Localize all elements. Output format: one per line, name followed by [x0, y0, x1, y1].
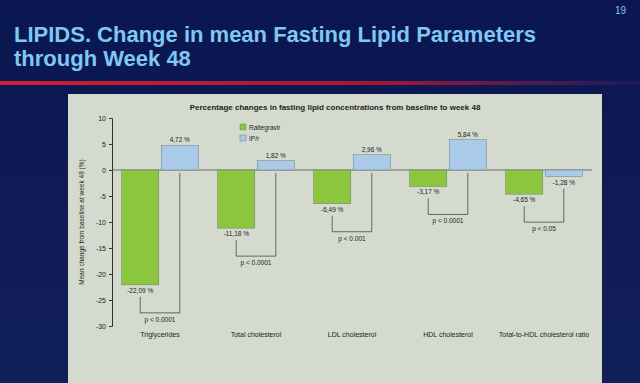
- bar: [353, 155, 390, 170]
- x-axis-line: [113, 326, 593, 327]
- y-tick: -20: [96, 271, 112, 278]
- bracket: [524, 189, 564, 223]
- bar: [545, 170, 582, 177]
- legend-label: Raltegravir: [249, 124, 281, 132]
- p-value: p < 0.0001: [145, 316, 176, 324]
- bar: [122, 170, 159, 285]
- y-tick-label: -15: [96, 245, 106, 252]
- x-tick: HDL cholesterol: [423, 326, 473, 338]
- y-tick: 10: [98, 115, 112, 122]
- y-tick-mark: [109, 118, 112, 119]
- y-tick: -30: [96, 323, 112, 330]
- y-tick-mark: [109, 196, 112, 197]
- y-axis: 10 5 0 -5 -10 -15 -20 -25 -30: [96, 115, 113, 330]
- bar: [314, 170, 351, 204]
- y-tick-mark: [109, 248, 112, 249]
- y-tick-mark: [109, 274, 112, 275]
- data-label: 4,72 %: [170, 136, 190, 143]
- y-tick-label: -30: [96, 323, 106, 330]
- y-tick: 0: [102, 167, 112, 174]
- y-tick: -15: [96, 245, 112, 252]
- y-tick-mark: [109, 300, 112, 301]
- y-tick-label: 0: [102, 167, 106, 174]
- x-tick: LDL cholesterol: [328, 326, 377, 338]
- y-tick-label: -10: [96, 219, 106, 226]
- data-label: 5,84 %: [458, 131, 478, 138]
- bracket: [428, 173, 468, 214]
- x-tick-label: Triglycerides: [140, 331, 180, 339]
- x-tick-label: HDL cholesterol: [423, 331, 473, 338]
- legend: Raltegravir IP/r: [240, 124, 281, 142]
- data-label: 2,96 %: [362, 146, 382, 153]
- data-label: -4,65 %: [513, 196, 536, 203]
- y-tick-mark: [109, 144, 112, 145]
- y-tick: 5: [102, 141, 112, 148]
- y-tick-label: -5: [100, 193, 106, 200]
- data-label: -22,09 %: [127, 287, 153, 294]
- x-tick: Total-to-HDL cholesterol ratio: [499, 326, 589, 338]
- page-number: 19: [615, 5, 627, 16]
- p-value: p < 0.0001: [241, 259, 272, 267]
- slide-title: LIPIDS. Change in mean Fasting Lipid Par…: [14, 22, 536, 47]
- data-label: 1,82 %: [266, 152, 286, 159]
- bar: [449, 140, 486, 170]
- title-rule: [0, 81, 640, 85]
- y-tick-label: -20: [96, 271, 106, 278]
- slide-title: through Week 48: [14, 46, 191, 71]
- legend-swatch: [240, 135, 246, 141]
- y-tick-mark: [109, 170, 112, 171]
- bracket: [332, 173, 372, 232]
- data-labels: -22,09 % -11,18 % -6,49 % -3,17 % -4,65 % 4,7…: [127, 131, 575, 294]
- y-tick: -10: [96, 219, 112, 226]
- bracket: [236, 173, 276, 256]
- y-tick-mark: [109, 326, 112, 327]
- x-tick: Total cholesterol: [231, 326, 282, 338]
- y-tick: -25: [96, 297, 112, 304]
- bar: [506, 170, 543, 194]
- chart-panel: [68, 94, 602, 383]
- annotations: p < 0.0001 p < 0.0001 p < 0.001 p < 0.0001 p…: [140, 173, 564, 324]
- bar: [218, 170, 255, 228]
- y-tick-label: -25: [96, 297, 106, 304]
- x-tick-label: Total cholesterol: [231, 331, 282, 338]
- data-label: -11,18 %: [223, 230, 249, 237]
- bracket: [140, 173, 180, 313]
- bars: [122, 140, 583, 285]
- y-axis-title: Mean change from baseline at week 48 (%): [78, 159, 86, 284]
- p-value: p < 0.0001: [433, 217, 464, 225]
- x-tick-label: Total-to-HDL cholesterol ratio: [499, 331, 589, 338]
- bar: [257, 161, 294, 170]
- data-label: -1,28 %: [553, 179, 576, 186]
- y-tick: -5: [100, 193, 112, 200]
- y-tick-label: 5: [102, 141, 106, 148]
- bar: [410, 170, 447, 186]
- p-value: p < 0.05: [532, 225, 556, 233]
- y-tick-label: 10: [98, 115, 106, 122]
- legend-label: IP/r: [249, 135, 260, 142]
- y-tick-mark: [109, 222, 112, 223]
- data-label: -3,17 %: [417, 188, 440, 195]
- x-tick-label: LDL cholesterol: [328, 331, 377, 338]
- legend-swatch: [240, 124, 246, 130]
- x-tick: Triglycerides: [140, 326, 180, 339]
- slide: 19 LIPIDS. Change in mean Fasting Lipid P…: [0, 0, 640, 383]
- data-label: -6,49 %: [321, 206, 344, 213]
- bar: [161, 145, 198, 170]
- p-value: p < 0.001: [338, 235, 366, 243]
- x-axis: Triglycerides Total cholesterol LDL choles…: [113, 326, 593, 339]
- y-axis-line: [109, 119, 113, 327]
- chart-title: Percentage changes in fasting lipid conc…: [190, 103, 481, 112]
